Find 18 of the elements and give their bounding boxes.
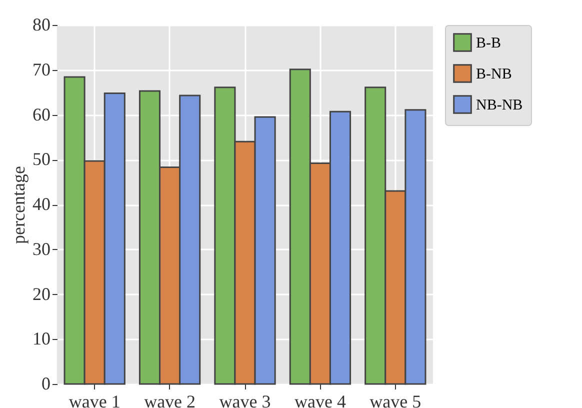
legend-label: B-NB (476, 66, 512, 82)
x-tick-label: wave 2 (144, 392, 196, 408)
y-tick-label: 50 (32, 149, 50, 170)
y-tick-label: 10 (32, 328, 50, 349)
y-tick-label: 0 (42, 374, 50, 394)
x-tick-label: wave 5 (370, 392, 422, 408)
y-tick-label: 40 (32, 194, 50, 214)
y-tick-label: 30 (32, 238, 50, 259)
legend-label: NB-NB (476, 98, 523, 114)
y-tick-label: 70 (32, 59, 50, 80)
y-tick-label: 60 (32, 104, 50, 124)
x-tick-label: wave 4 (294, 392, 346, 408)
x-tick-label: wave 1 (68, 392, 120, 408)
x-tick-label: wave 3 (219, 392, 271, 408)
legend-label: B-B (476, 36, 502, 52)
y-tick-label: 20 (32, 284, 50, 304)
y-tick-label: 80 (32, 14, 50, 34)
y-axis-title: percentage (8, 166, 28, 244)
